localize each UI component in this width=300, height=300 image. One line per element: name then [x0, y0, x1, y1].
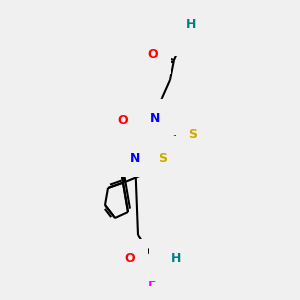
Text: H: H	[186, 19, 196, 32]
Text: O: O	[118, 113, 128, 127]
Text: N: N	[130, 152, 140, 164]
Text: S: S	[158, 152, 167, 164]
Text: F: F	[148, 277, 156, 290]
Text: O: O	[179, 31, 189, 44]
Text: N: N	[162, 256, 172, 268]
Text: O: O	[165, 148, 175, 161]
Text: H: H	[171, 253, 181, 266]
Text: S: S	[188, 128, 197, 142]
Text: O: O	[148, 49, 158, 62]
Text: N: N	[150, 112, 160, 124]
Text: O: O	[125, 251, 135, 265]
